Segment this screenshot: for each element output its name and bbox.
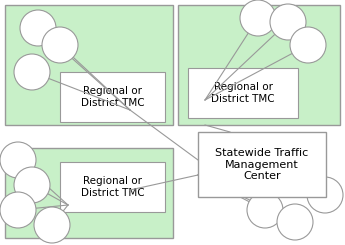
Circle shape	[14, 167, 50, 203]
Circle shape	[34, 207, 70, 243]
Circle shape	[290, 27, 326, 63]
Bar	[188, 68, 298, 118]
Circle shape	[277, 204, 313, 240]
Bar	[178, 5, 340, 125]
Text: Regional or
District TMC: Regional or District TMC	[211, 82, 275, 104]
Circle shape	[247, 192, 283, 228]
Circle shape	[240, 0, 276, 36]
Text: Statewide Traffic
Management
Center: Statewide Traffic Management Center	[215, 148, 309, 181]
Circle shape	[20, 10, 56, 46]
Circle shape	[14, 54, 50, 90]
Circle shape	[42, 27, 78, 63]
Circle shape	[0, 192, 36, 228]
Bar	[60, 72, 165, 122]
Bar	[5, 148, 173, 238]
Text: Regional or
District TMC: Regional or District TMC	[81, 176, 144, 198]
Bar	[5, 5, 173, 125]
Bar	[60, 162, 165, 212]
Text: Regional or
District TMC: Regional or District TMC	[81, 86, 144, 108]
Circle shape	[307, 177, 343, 213]
Circle shape	[0, 142, 36, 178]
Circle shape	[270, 4, 306, 40]
Bar	[198, 132, 326, 197]
